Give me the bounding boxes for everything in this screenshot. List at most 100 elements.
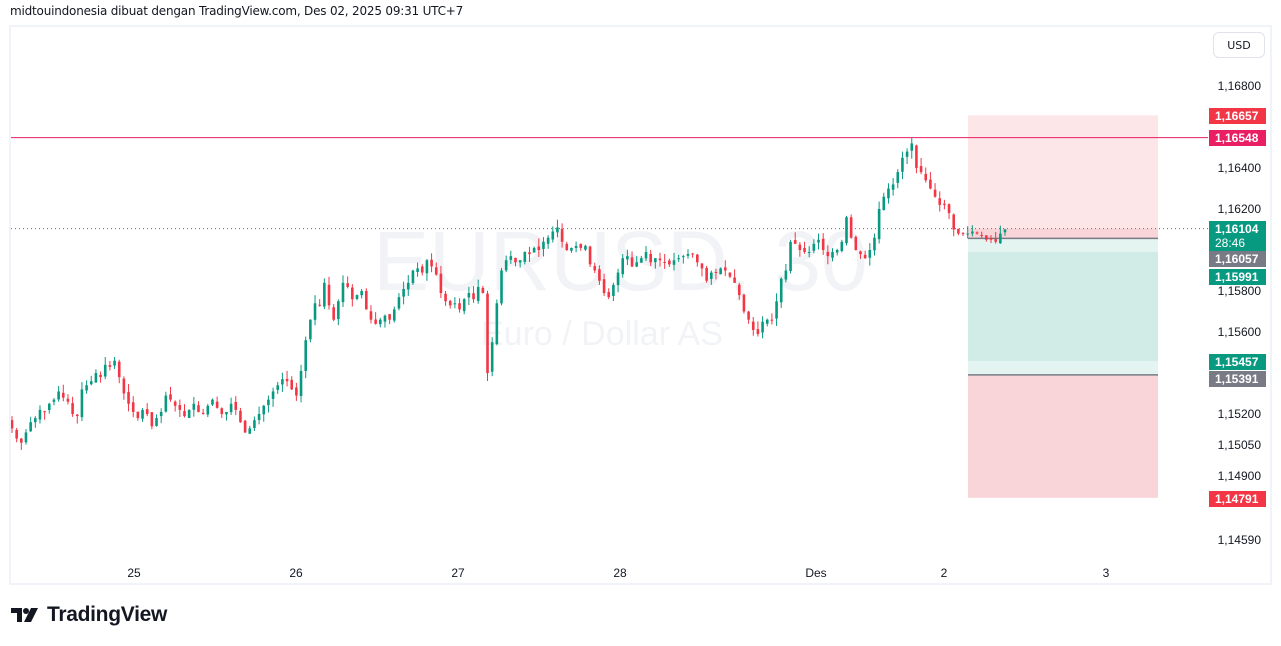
candle-body <box>929 179 932 189</box>
candle-body <box>635 262 639 267</box>
horizontal-line-label: 1,16548 <box>1209 130 1266 146</box>
candle-body <box>453 303 457 305</box>
watermark-symbol: EURUSD, 30 <box>373 214 868 308</box>
candle-body <box>849 217 853 238</box>
candle-body <box>696 254 699 263</box>
candle-body <box>178 404 182 410</box>
candle-body <box>327 284 331 306</box>
short-stop-zone-filled <box>968 228 1158 239</box>
candle-body <box>285 378 289 382</box>
candle-body <box>66 398 70 402</box>
candle-body <box>145 409 149 414</box>
candle-body <box>924 173 928 181</box>
tradingview-logo-text: TradingView <box>47 603 168 626</box>
candle-body <box>528 252 531 255</box>
candle-body <box>239 410 242 423</box>
candle-body <box>826 251 830 257</box>
candle-body <box>682 256 685 258</box>
candle-body <box>607 292 611 298</box>
candle-body <box>793 240 797 244</box>
chart-pane[interactable]: EURUSD, 30 Euro / Dollar AS <box>11 27 1208 559</box>
candle-body <box>737 284 741 296</box>
candle-body <box>709 272 713 279</box>
candle-body <box>933 189 937 197</box>
candle-body <box>514 257 517 263</box>
candle-body <box>840 241 844 252</box>
candle-body <box>957 228 960 234</box>
candle-body <box>248 428 252 434</box>
candle-body <box>383 315 387 322</box>
candle-body <box>295 387 298 396</box>
candle-body <box>812 243 816 251</box>
candle-body <box>798 244 802 250</box>
candle-body <box>668 260 671 265</box>
candle-body <box>873 237 876 251</box>
long-target-label: 1,15991 <box>1209 269 1266 285</box>
price-tick: 1,15800 <box>1217 284 1261 298</box>
candle-body <box>211 399 214 405</box>
candle-body <box>602 279 606 294</box>
candle-body <box>686 254 690 256</box>
candle-body <box>621 258 625 275</box>
long-entry-label: 1,15391 <box>1209 371 1266 387</box>
candle-body <box>169 394 172 400</box>
candle-body <box>733 277 736 283</box>
currency-button[interactable]: USD <box>1213 32 1265 58</box>
candle-body <box>85 385 88 391</box>
candle-body <box>896 172 900 183</box>
candle-body <box>365 290 368 310</box>
candle-body <box>11 420 14 429</box>
candle-body <box>966 233 970 235</box>
candle-body <box>206 405 210 415</box>
candle-body <box>877 209 881 240</box>
candle-body <box>360 291 363 296</box>
candle-body <box>402 288 405 297</box>
candle-body <box>141 409 144 419</box>
candle-body <box>24 432 28 443</box>
candle-body <box>164 395 168 412</box>
candle-body <box>817 239 820 243</box>
candle-body <box>416 268 419 273</box>
candle-body <box>654 258 657 263</box>
candle-body <box>467 293 471 298</box>
candle-body <box>509 256 513 260</box>
candle-body <box>323 282 326 307</box>
candle-body <box>616 272 620 286</box>
candle-body <box>29 422 32 432</box>
candle-body <box>579 244 583 248</box>
candle-body <box>94 373 98 383</box>
candle-body <box>691 253 694 255</box>
candle-body <box>859 251 862 255</box>
time-tick: 27 <box>451 566 465 580</box>
candle-body <box>43 411 46 413</box>
candle-body <box>15 429 18 439</box>
candle-body <box>803 248 806 253</box>
candle-body <box>761 321 764 333</box>
candle-body <box>765 319 769 324</box>
candle-body <box>411 270 415 284</box>
candle-body <box>420 266 424 273</box>
candle-body <box>458 303 461 310</box>
candle-body <box>392 309 396 321</box>
candle-body <box>197 405 200 412</box>
long-stop-zone <box>968 374 1158 498</box>
tradingview-logo[interactable]: TradingView <box>11 603 167 627</box>
candle-body <box>481 287 485 294</box>
candlestick-chart[interactable] <box>11 27 1208 559</box>
candle-body <box>612 284 615 296</box>
candle-body <box>999 233 1002 244</box>
candle-body <box>658 258 662 261</box>
last-price-label: 1,16104 28:46 <box>1209 221 1266 251</box>
candle-body <box>159 411 163 417</box>
candle-body <box>369 311 373 320</box>
candle-body <box>868 250 872 258</box>
candle-body <box>910 143 914 151</box>
candle-body <box>117 361 121 378</box>
candle-body <box>439 273 443 294</box>
price-tick: 1,15200 <box>1217 407 1261 421</box>
candle-body <box>905 151 909 157</box>
candle-body <box>47 403 51 411</box>
candle-body <box>444 293 447 302</box>
candle-body <box>332 307 335 320</box>
candle-body <box>127 392 130 404</box>
